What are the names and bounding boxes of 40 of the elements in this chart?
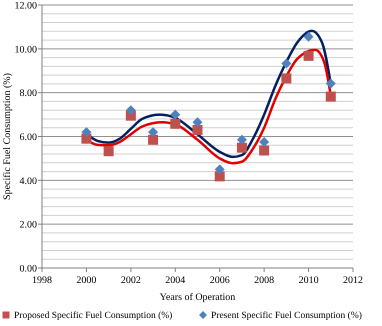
x-axis-title: Years of Operation [160, 292, 236, 303]
point [104, 146, 114, 156]
point [214, 171, 225, 182]
point [148, 127, 158, 138]
point [148, 134, 158, 145]
point [81, 127, 92, 138]
point [326, 92, 336, 102]
point [259, 136, 270, 147]
point [281, 73, 292, 84]
point [281, 58, 292, 69]
y-tick-label: 8.00 [20, 88, 37, 100]
legend-label: Present Specific Fuel Consumption (%) [211, 311, 362, 321]
y-tick-label: 0.00 [20, 264, 37, 274]
point [192, 124, 202, 135]
point [304, 32, 314, 42]
point [192, 117, 202, 128]
x-tick-label: 2002 [120, 275, 141, 286]
point [214, 164, 225, 174]
point [259, 146, 270, 156]
point [170, 110, 180, 120]
x-tick-label: 2012 [343, 275, 363, 286]
y-tick-label: 2.00 [20, 220, 37, 231]
y-tick-label: 12.00 [14, 0, 37, 12]
x-tick-label: 2000 [76, 275, 96, 286]
y-tick-label: 6.00 [20, 132, 37, 143]
point [304, 50, 314, 61]
point [126, 105, 136, 116]
x-tick-label: 2008 [254, 275, 274, 286]
x-tick-label: 1998 [32, 275, 52, 286]
x-tick-label: 2010 [298, 275, 319, 286]
point [236, 142, 247, 153]
y-axis-title: Specific Fuel Consumption (%) [2, 73, 13, 200]
x-tick-label: 2004 [165, 275, 186, 286]
y-tick-label: 10.00 [14, 44, 37, 56]
point [170, 118, 180, 129]
x-tick-label: 2006 [210, 275, 230, 286]
legend-label: Proposed Specific Fuel Consumption (%) [14, 311, 172, 321]
point [236, 134, 247, 145]
y-tick-label: 4.00 [20, 176, 37, 187]
point [326, 78, 336, 88]
